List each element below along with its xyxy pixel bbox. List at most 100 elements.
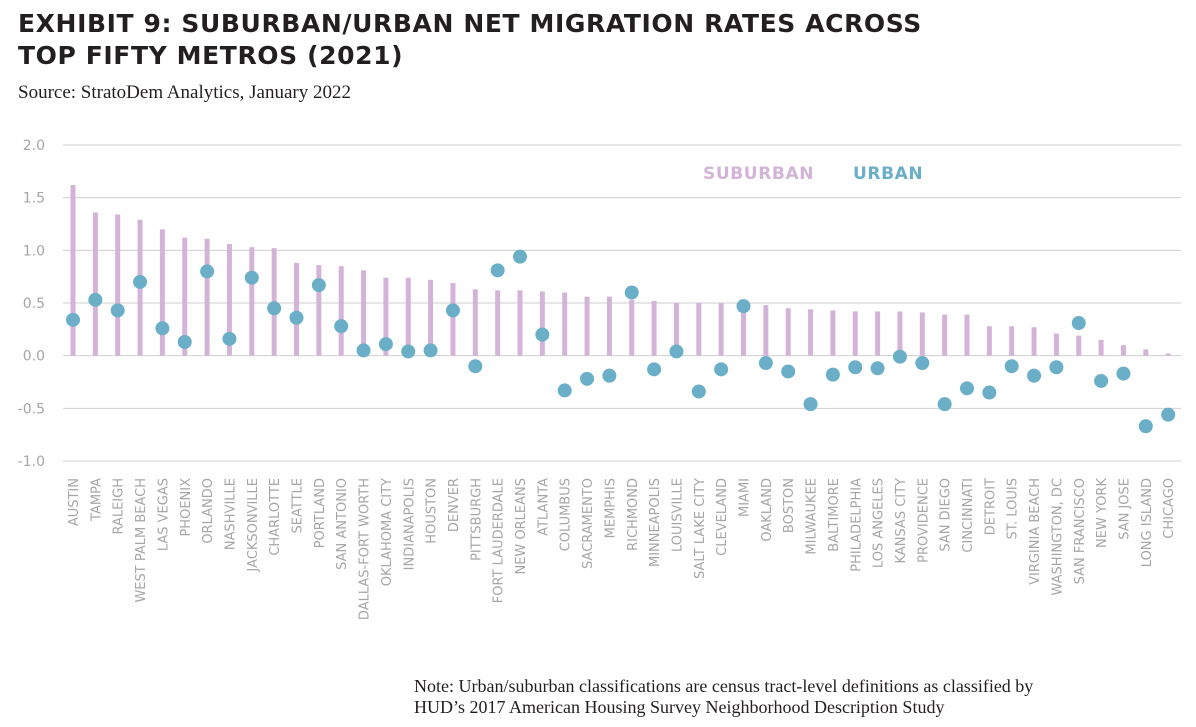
x-tick-label: KANSAS CITY bbox=[894, 478, 909, 564]
suburban-bar bbox=[741, 304, 746, 356]
x-tick-label: LOUISVILLE bbox=[670, 478, 685, 552]
x-tick-label: JACKSONVILLE bbox=[246, 478, 261, 573]
x-tick-label: BALTIMORE bbox=[827, 478, 842, 552]
suburban-bar bbox=[1076, 335, 1082, 356]
x-tick-label: AUSTIN bbox=[67, 478, 82, 526]
x-tick-label: ATLANTA bbox=[536, 478, 551, 536]
suburban-bar bbox=[1165, 353, 1171, 356]
suburban-bar bbox=[182, 237, 188, 356]
x-tick-label: PHOENIX bbox=[179, 478, 194, 537]
x-tick-label: MILWAUKEE bbox=[805, 478, 820, 555]
suburban-bar bbox=[785, 308, 791, 356]
x-tick-label: SACRAMENTO bbox=[581, 478, 596, 569]
urban-dot bbox=[580, 371, 595, 386]
x-tick-label: PORTLAND bbox=[313, 478, 328, 548]
suburban-bar bbox=[562, 292, 568, 356]
x-tick-label: DALLAS-FORT WORTH bbox=[358, 478, 373, 620]
x-tick-label: RICHMOND bbox=[626, 478, 641, 551]
urban-dot bbox=[825, 367, 840, 382]
urban-dot bbox=[155, 321, 170, 336]
x-tick-label: COLUMBUS bbox=[559, 478, 574, 551]
y-axis-ticks: 2.0 1.5 1.0 0.5 0.0 -0.5 -1.0 bbox=[18, 138, 45, 470]
x-tick-label: WEST PALM BEACH bbox=[134, 478, 149, 603]
urban-dot bbox=[669, 344, 684, 359]
urban-dot bbox=[401, 344, 416, 359]
x-tick-label: NEW YORK bbox=[1095, 478, 1110, 548]
x-tick-label: DENVER bbox=[447, 478, 462, 532]
suburban-bar bbox=[875, 311, 881, 356]
x-tick-label: MIAMI bbox=[738, 478, 753, 517]
x-tick-label: PROVIDENCE bbox=[916, 478, 931, 563]
y-tick-label: -0.5 bbox=[18, 401, 45, 417]
suburban-bar bbox=[115, 214, 121, 356]
y-tick-label: -1.0 bbox=[18, 454, 45, 470]
x-tick-label: ST. LOUIS bbox=[1006, 478, 1021, 540]
urban-dot bbox=[177, 334, 192, 349]
x-tick-label: ORLANDO bbox=[201, 478, 216, 544]
suburban-bar bbox=[964, 314, 970, 356]
suburban-bar bbox=[986, 326, 992, 356]
urban-dot bbox=[490, 263, 505, 278]
suburban-bar bbox=[405, 277, 411, 356]
x-tick-label: CLEVELAND bbox=[715, 478, 730, 556]
suburban-bar bbox=[673, 303, 679, 356]
suburban-bar bbox=[517, 290, 523, 356]
urban-dot bbox=[892, 349, 907, 364]
x-tick-label: LAS VEGAS bbox=[156, 478, 171, 551]
suburban-bar bbox=[1031, 327, 1037, 356]
suburban-bar bbox=[651, 300, 657, 356]
y-tick-label: 0.0 bbox=[23, 349, 45, 365]
urban-dot bbox=[334, 319, 349, 334]
suburban-bar bbox=[808, 309, 814, 356]
suburban-bar bbox=[852, 311, 858, 356]
y-tick-label: 0.5 bbox=[23, 296, 45, 312]
urban-dot bbox=[222, 331, 237, 346]
urban-dot bbox=[602, 368, 617, 383]
urban-dot bbox=[803, 397, 818, 412]
urban-dot bbox=[311, 278, 326, 293]
suburban-bar bbox=[830, 310, 836, 356]
chart-note: Note: Urban/suburban classifications are… bbox=[414, 676, 1033, 718]
suburban-bar bbox=[919, 312, 925, 356]
suburban-bar bbox=[226, 244, 232, 356]
x-tick-label: VIRGINIA BEACH bbox=[1028, 478, 1043, 585]
urban-dot bbox=[445, 303, 460, 318]
urban-dot bbox=[1094, 373, 1109, 388]
suburban-bar bbox=[1009, 326, 1015, 356]
urban-dot bbox=[915, 356, 930, 371]
urban-dot bbox=[736, 299, 751, 314]
chart-source: Source: StratoDem Analytics, January 202… bbox=[18, 82, 351, 103]
urban-dot bbox=[535, 327, 550, 342]
urban-dot bbox=[200, 264, 215, 279]
x-tick-label: MINNEAPOLIS bbox=[648, 478, 663, 567]
suburban-bar bbox=[338, 266, 344, 356]
x-tick-label: MEMPHIS bbox=[603, 478, 618, 538]
x-tick-label: HOUSTON bbox=[425, 478, 440, 544]
urban-dots bbox=[66, 249, 1176, 434]
suburban-bar bbox=[428, 279, 434, 356]
urban-dot bbox=[66, 312, 80, 327]
x-tick-label: FORT LAUDERDALE bbox=[492, 478, 507, 603]
x-tick-label: CINCINNATI bbox=[961, 478, 976, 553]
x-tick-label: TAMPA bbox=[89, 478, 104, 522]
legend-suburban: SUBURBAN bbox=[703, 164, 814, 184]
chart-title-line-1: EXHIBIT 9: SUBURBAN/URBAN NET MIGRATION … bbox=[18, 9, 922, 38]
urban-dot bbox=[870, 361, 885, 376]
x-tick-label: CHARLOTTE bbox=[268, 478, 283, 556]
suburban-bars bbox=[70, 185, 1171, 356]
legend-urban: URBAN bbox=[853, 164, 923, 184]
x-tick-label: PITTSBURGH bbox=[469, 478, 484, 561]
urban-dot bbox=[133, 274, 148, 289]
urban-dot bbox=[110, 303, 125, 318]
suburban-bar bbox=[584, 296, 590, 356]
x-tick-label: SAN ANTONIO bbox=[335, 478, 350, 570]
chart-title-line-2: TOP FIFTY METROS (2021) bbox=[18, 41, 404, 70]
suburban-bar bbox=[897, 311, 903, 356]
urban-dot bbox=[468, 359, 483, 374]
urban-dot bbox=[423, 343, 438, 358]
suburban-bar bbox=[763, 305, 769, 356]
urban-dot bbox=[267, 301, 282, 316]
suburban-bar bbox=[1053, 333, 1059, 356]
suburban-bar bbox=[1098, 339, 1104, 356]
